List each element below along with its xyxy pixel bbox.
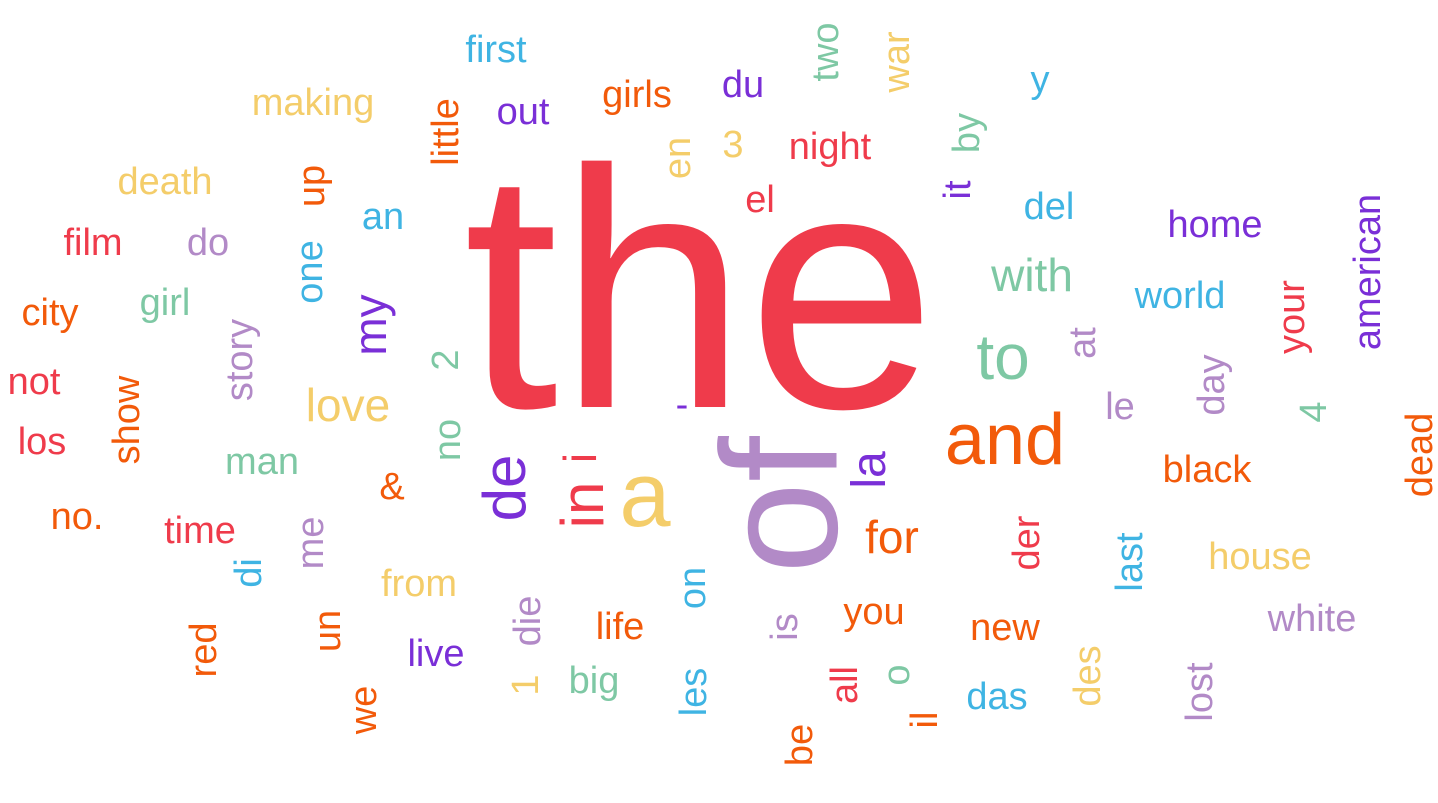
word-american: american bbox=[1347, 193, 1389, 351]
word-los: los bbox=[17, 421, 67, 463]
word-you: you bbox=[843, 591, 905, 633]
word-on: on bbox=[672, 566, 714, 610]
word-der: der bbox=[1006, 515, 1048, 571]
word-les: les bbox=[673, 667, 715, 717]
word-out: out bbox=[496, 91, 550, 133]
word-making: making bbox=[251, 82, 375, 124]
word-war: war bbox=[876, 31, 918, 93]
word-first: first bbox=[465, 29, 527, 71]
word-das: das bbox=[966, 676, 1028, 718]
word-world: world bbox=[1134, 275, 1226, 317]
word-death: death bbox=[117, 161, 213, 203]
word-from: from bbox=[381, 563, 457, 605]
word-ampersand: & bbox=[379, 466, 405, 508]
word-lost: lost bbox=[1179, 662, 1221, 722]
word-dash: - bbox=[675, 384, 689, 426]
word-die: die bbox=[507, 595, 549, 647]
word-time: time bbox=[164, 510, 236, 552]
word-night: night bbox=[788, 126, 872, 168]
word-an: an bbox=[361, 196, 405, 238]
word-el: el bbox=[745, 179, 775, 221]
word-two: two bbox=[805, 22, 847, 82]
word-by: by bbox=[946, 112, 988, 154]
word-up: up bbox=[291, 164, 333, 208]
word-not: not bbox=[7, 361, 61, 403]
word-one: one bbox=[289, 240, 331, 304]
word-red: red bbox=[183, 622, 225, 678]
word-day: day bbox=[1191, 354, 1233, 416]
word-and: and bbox=[944, 400, 1066, 480]
word-dead: dead bbox=[1399, 412, 1438, 498]
word-man: man bbox=[225, 441, 299, 483]
word-with: with bbox=[991, 249, 1073, 301]
word-new: new bbox=[970, 607, 1040, 649]
word-il: il bbox=[904, 711, 946, 729]
word-a: a bbox=[619, 444, 671, 546]
word-it: it bbox=[937, 180, 979, 200]
word-is: is bbox=[764, 613, 806, 641]
word-un: un bbox=[307, 609, 349, 653]
word-show: show bbox=[106, 375, 148, 465]
word-city: city bbox=[21, 292, 79, 334]
word-du: du bbox=[721, 64, 765, 106]
word-home: home bbox=[1167, 204, 1263, 246]
word-me: me bbox=[290, 516, 332, 570]
word-house: house bbox=[1208, 536, 1312, 578]
word-little: little bbox=[425, 98, 467, 166]
word-white: white bbox=[1267, 598, 1357, 640]
word-des: des bbox=[1067, 645, 1109, 707]
word-1: 1 bbox=[505, 674, 547, 696]
word-4: 4 bbox=[1293, 401, 1335, 423]
word-o: o bbox=[876, 664, 918, 686]
word-do: do bbox=[186, 222, 230, 264]
word-no: no bbox=[427, 418, 469, 462]
word-your: your bbox=[1271, 280, 1313, 354]
word-live: live bbox=[407, 633, 465, 675]
word-of: of bbox=[687, 436, 872, 574]
word-no-dot: no. bbox=[50, 496, 104, 538]
word-del: del bbox=[1023, 186, 1075, 228]
word-to: to bbox=[976, 321, 1030, 393]
word-black: black bbox=[1162, 449, 1252, 491]
word-en: en bbox=[657, 136, 699, 180]
word-big: big bbox=[568, 660, 620, 702]
word-at: at bbox=[1062, 327, 1104, 359]
word-la: la bbox=[843, 451, 896, 489]
word-love: love bbox=[305, 379, 391, 431]
word-3: 3 bbox=[722, 124, 744, 166]
word-le: le bbox=[1105, 386, 1135, 428]
word-story: story bbox=[219, 318, 261, 402]
word-girls: girls bbox=[602, 74, 672, 116]
word-y: y bbox=[1030, 59, 1050, 101]
word-life: life bbox=[595, 606, 645, 648]
word-di: di bbox=[228, 558, 270, 588]
word-last: last bbox=[1109, 532, 1151, 592]
word-all: all bbox=[824, 665, 866, 705]
word-for: for bbox=[865, 511, 919, 563]
word-in: in bbox=[549, 481, 616, 529]
word-film: film bbox=[63, 222, 123, 264]
word-my: my bbox=[344, 294, 396, 356]
word-i: i bbox=[554, 452, 606, 464]
word-de: de bbox=[471, 454, 538, 522]
word-we: we bbox=[343, 685, 385, 735]
word-girl: girl bbox=[139, 282, 191, 324]
word-the: the bbox=[463, 100, 937, 480]
word-2: 2 bbox=[425, 349, 467, 371]
word-be: be bbox=[779, 723, 821, 767]
